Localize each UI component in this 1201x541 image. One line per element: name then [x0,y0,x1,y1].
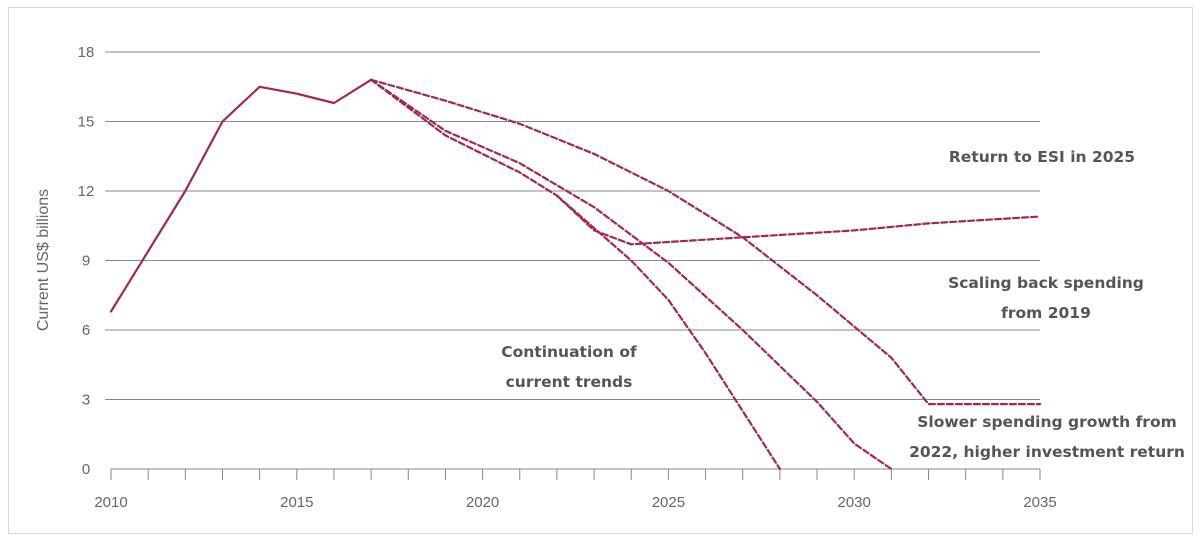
y-tick-labels: 0 3 6 9 12 15 18 [78,44,95,478]
x-tick-label: 2025 [652,494,685,511]
annotation-3-line-2: current trends [506,373,633,391]
chart-frame [8,7,1193,534]
annotation-3-line-1: Continuation of [501,343,637,361]
y-tick-label: 0 [82,461,90,478]
series-line-3 [370,78,893,471]
y-tick-label: 6 [82,322,90,339]
y-axis-label: Current US$ billions [35,189,52,331]
gridlines [105,51,1040,400]
y-tick-label: 3 [82,392,90,409]
x-tick-label: 2035 [1023,494,1056,511]
series-line-2 [370,78,1042,406]
annotation-2-line-1: Scaling back spending [948,274,1144,292]
x-axis [110,468,1041,480]
x-tick-label: 2030 [838,494,871,511]
annotation-4-line-1: Slower spending growth from [917,413,1177,431]
y-tick-label: 15 [78,114,95,131]
y-tick-label: 18 [78,44,95,61]
annotation-4-line-2: 2022, higher investment return [909,443,1185,461]
x-tick-label: 2020 [466,494,499,511]
annotation-1-line-1: Return to ESI in 2025 [949,148,1135,166]
annotations: Return to ESI in 2025 Scaling back spendi… [501,148,1185,461]
series-line-4 [370,78,1042,246]
y-tick-label: 12 [78,183,95,200]
x-tick-labels: 2010 2015 2020 2025 2030 2035 [94,494,1056,511]
series-line-1 [109,78,373,313]
x-tick-label: 2015 [280,494,313,511]
series-line-5 [555,194,781,471]
y-tick-label: 9 [82,253,90,270]
x-tick-label: 2010 [94,494,127,511]
series-lines [109,78,1042,471]
annotation-2-line-2: from 2019 [1001,304,1091,322]
